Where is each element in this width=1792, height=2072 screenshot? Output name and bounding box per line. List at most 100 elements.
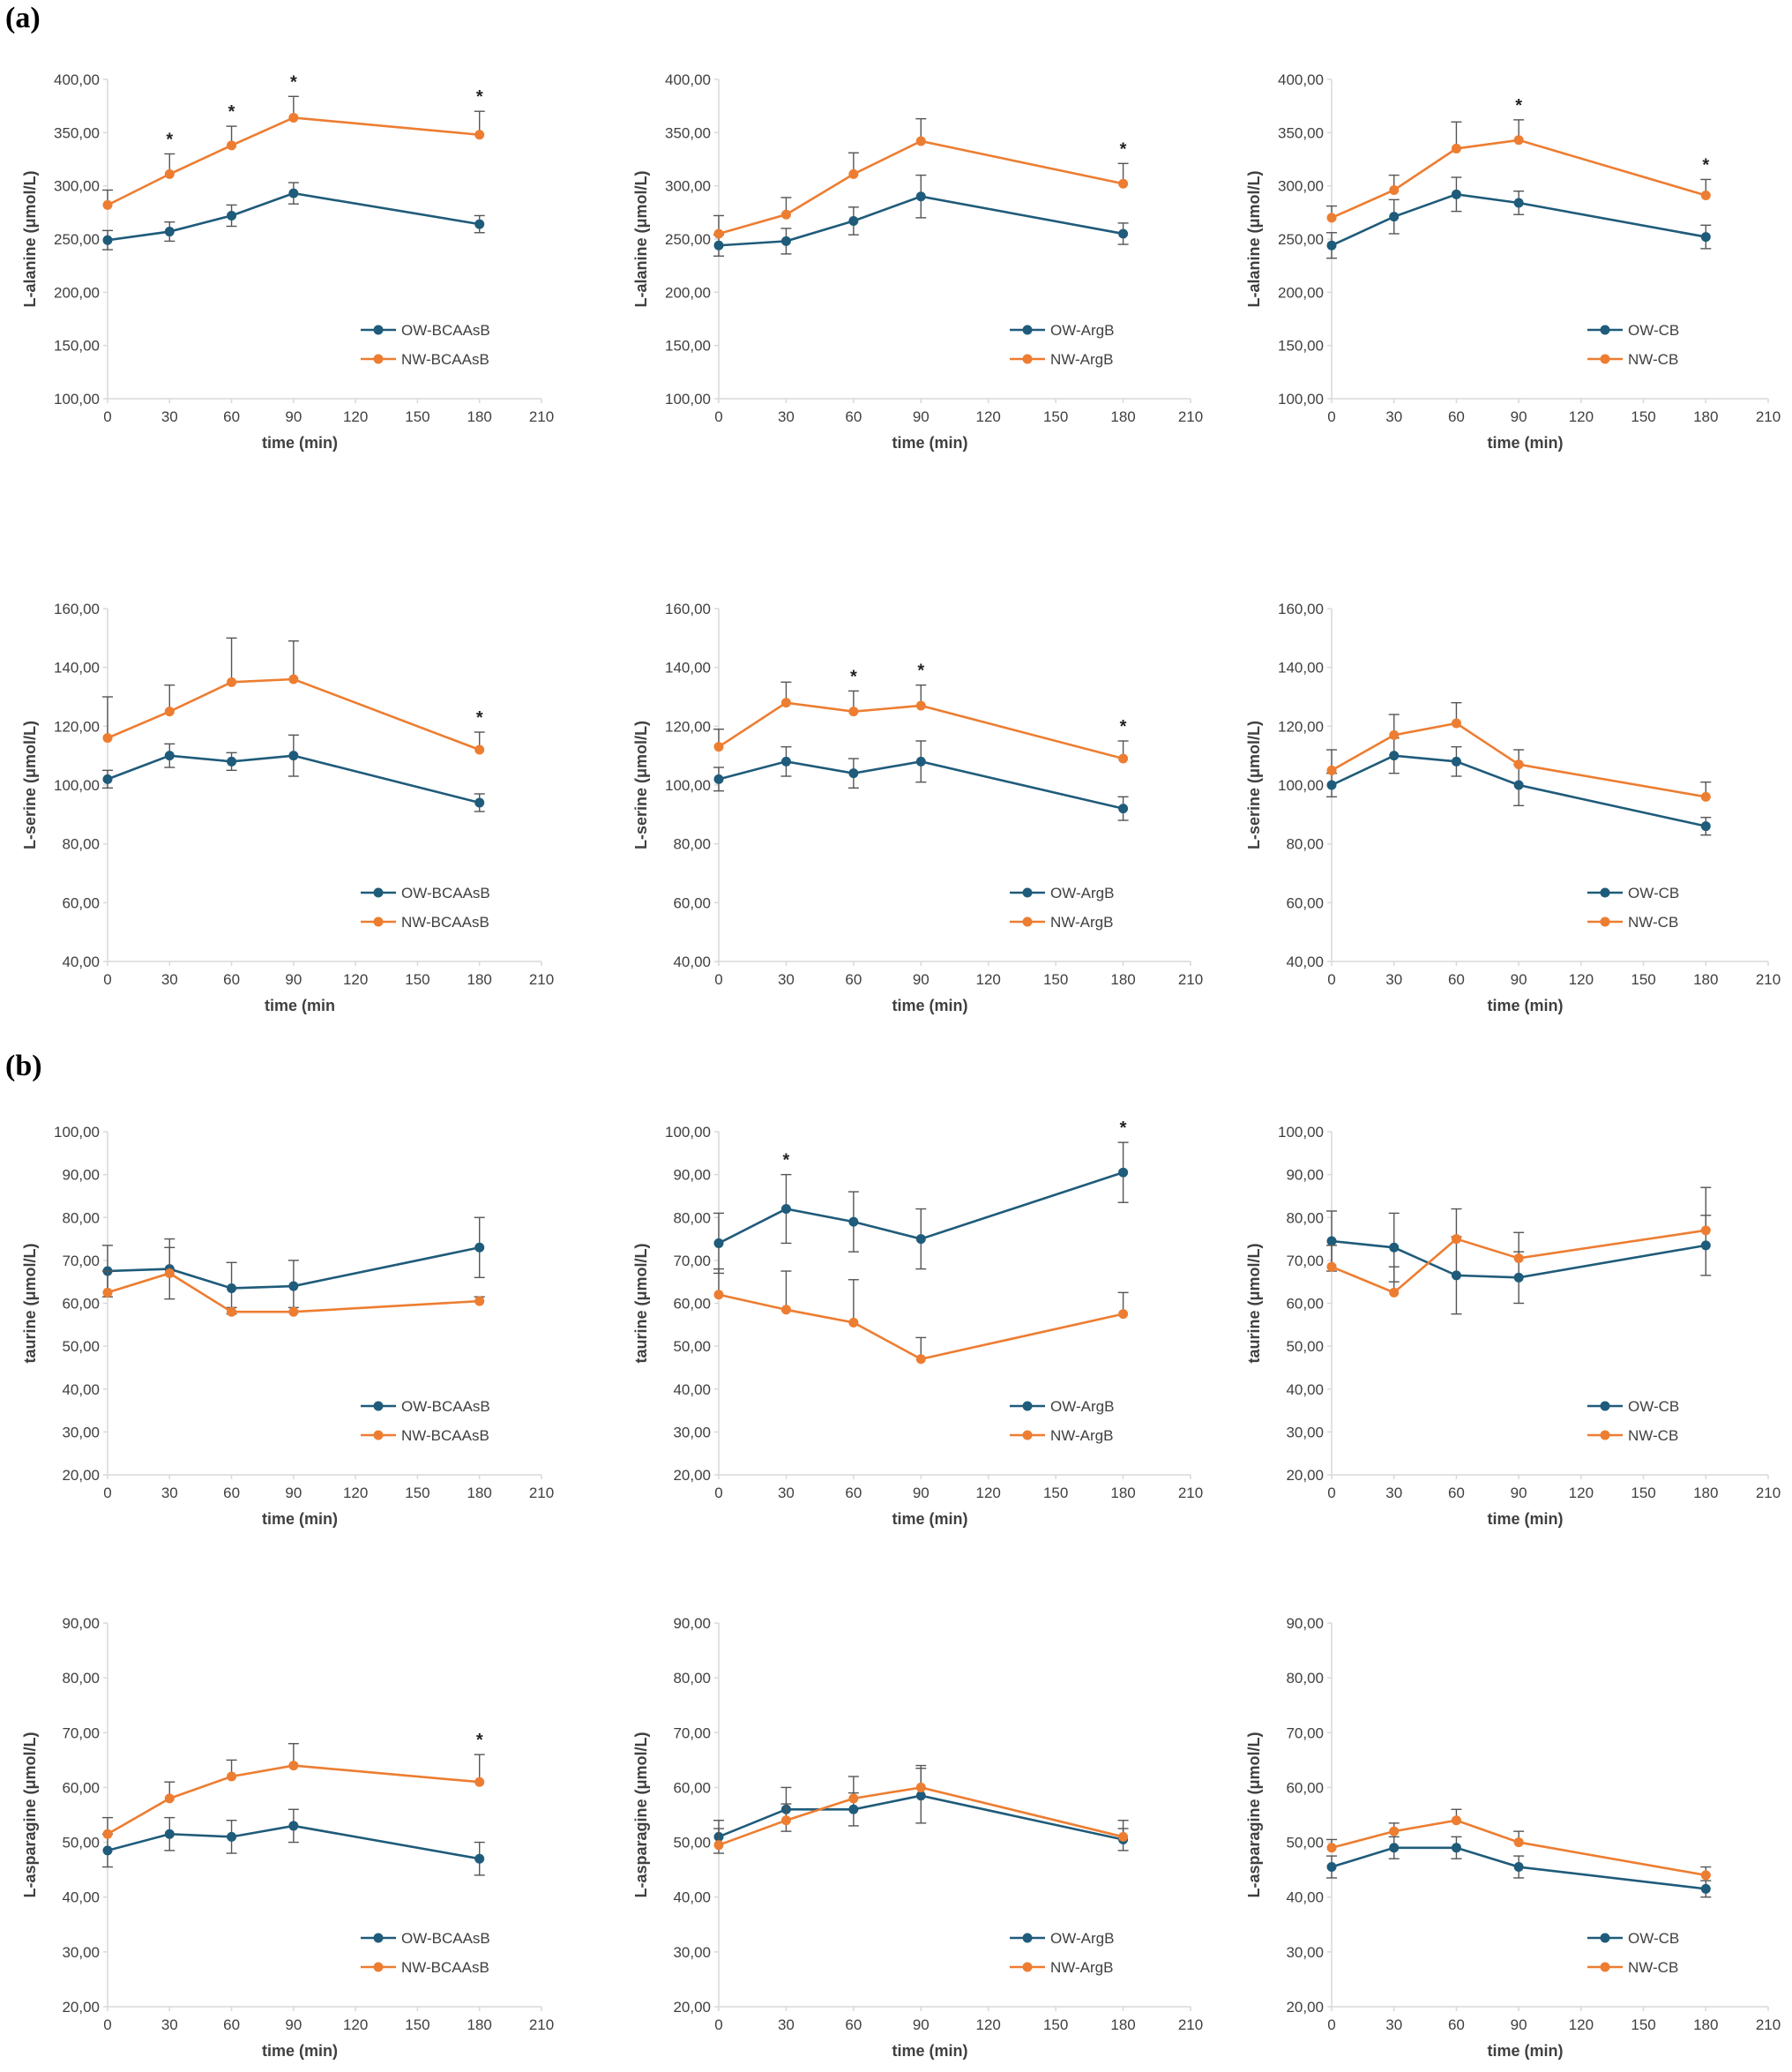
x-tick-label: 150 [1043,1485,1068,1501]
legend-entry: NW-BCAAsB [361,1959,489,1976]
y-tick-label: 80,00 [62,1209,100,1226]
legend-entry: NW-BCAAsB [361,914,489,931]
significance-marker: * [1120,717,1127,737]
data-point [474,219,485,229]
x-axis-title: time (min) [1487,2042,1563,2060]
data-point [474,744,485,755]
legend-entry: NW-CB [1587,1959,1678,1976]
y-tick-label: 20,00 [62,1999,100,2016]
y-tick-label: 60,00 [62,894,100,911]
legend-label: OW-BCAAsB [401,885,490,901]
x-tick-label: 30 [161,408,178,425]
data-point [288,674,299,684]
data-point [1326,240,1337,251]
x-tick-label: 180 [467,1485,492,1501]
series-NW-CB [1326,119,1712,223]
x-axis-title: time (min) [892,2042,967,2060]
x-tick-label: 120 [976,408,1001,425]
x-tick-label: 180 [1693,2016,1718,2033]
series-OW-CB [1326,1836,1712,1898]
data-point [1451,1270,1461,1281]
y-tick-label: 350,00 [54,124,100,141]
legend-swatch-marker [373,1933,384,1943]
series-NW-ArgB [713,117,1129,239]
y-tick-label: 80,00 [673,836,711,853]
chart-1: 100,00 150,00 200,00 250,00 300,00 350,00 400,… [21,71,554,452]
y-tick-label: 90,00 [1286,1615,1324,1632]
chart-6: 40,00 60,00 80,00 100,00 120,00 140,00 160,00 0… [1245,601,1781,1014]
data-point [474,1242,485,1253]
data-point [288,1281,299,1291]
legend-entry: OW-CB [1587,1398,1679,1415]
y-tick-label: 20,00 [673,1999,711,2016]
y-tick-label: 40,00 [673,1889,711,1906]
y-tick-label: 80,00 [62,1670,100,1687]
data-point [780,756,791,767]
y-tick-label: 300,00 [54,178,100,195]
legend-swatch-marker [1022,887,1033,898]
x-tick-label: 120 [1569,2016,1594,2033]
data-point [288,188,299,198]
x-axis-title: time (min [265,997,335,1014]
data-point [1700,1225,1711,1236]
x-tick-label: 90 [1511,1485,1527,1501]
x-tick-label: 210 [529,2016,554,2033]
data-point [227,1831,237,1842]
x-tick-label: 30 [1385,2016,1402,2033]
legend-swatch-marker [1600,916,1610,927]
x-tick-label: 90 [285,1485,302,1501]
y-tick-label: 50,00 [1286,1338,1324,1355]
y-tick-label: 60,00 [62,1296,100,1313]
y-tick-label: 70,00 [1286,1724,1324,1741]
y-tick-label: 160,00 [665,601,711,617]
data-point [780,209,791,220]
x-tick-label: 0 [1327,2016,1335,2033]
y-tick-label: 100,00 [54,777,100,794]
x-tick-label: 30 [778,971,795,988]
chart-4: 40,00 60,00 80,00 100,00 120,00 140,00 160,00 0… [21,601,554,1014]
data-point [288,112,299,123]
x-axis-title: time (min) [1487,434,1563,452]
legend-swatch-marker [373,1430,384,1440]
y-tick-label: 140,00 [54,660,100,677]
chart-12: 20,00 30,00 40,00 50,00 60,00 70,00 80,00 90,00… [1245,1615,1781,2060]
data-point [1326,1261,1337,1272]
series-OW-BCAAsB [102,1808,485,1876]
x-tick-label: 180 [467,2016,492,2033]
data-point [227,1306,237,1317]
chart-2: 100,00 150,00 200,00 250,00 300,00 350,00 400,… [632,71,1203,452]
x-tick-label: 60 [845,1485,862,1501]
x-tick-label: 60 [223,408,240,425]
data-point [915,1234,926,1245]
y-tick-label: 40,00 [673,1381,711,1398]
data-point [102,1845,113,1856]
legend-entry: NW-CB [1587,1427,1678,1444]
data-point [1451,756,1461,767]
y-tick-label: 100,00 [1278,391,1324,408]
legend-swatch-marker [1600,1430,1610,1440]
data-point [164,1268,175,1278]
y-tick-label: 50,00 [1286,1835,1324,1851]
x-tick-label: 150 [1043,2016,1068,2033]
data-point [1118,804,1129,814]
series-OW-CB [1326,176,1712,259]
y-axis-title: L-asparagine (μmol/L) [632,1732,650,1897]
x-tick-label: 180 [1110,2016,1135,2033]
data-point [1118,1309,1129,1320]
data-point [915,1354,926,1365]
x-tick-label: 60 [1448,971,1465,988]
x-axis-title: time (min) [892,997,967,1014]
x-tick-label: 150 [405,1485,429,1501]
x-tick-label: 120 [976,2016,1001,2033]
x-tick-label: 150 [405,971,429,988]
data-point [1118,178,1129,189]
y-tick-label: 100,00 [665,1124,711,1141]
y-axis-title: taurine (μmol/L) [1245,1243,1263,1363]
x-tick-label: 90 [1511,971,1527,988]
legend-swatch-marker [1022,1962,1033,1972]
x-tick-label: 90 [1511,2016,1527,2033]
x-axis-title: time (min) [892,434,967,452]
x-axis-title: time (min) [892,1510,967,1528]
y-axis-title: L-asparagine (μmol/L) [1245,1732,1263,1897]
y-tick-label: 300,00 [665,178,711,195]
